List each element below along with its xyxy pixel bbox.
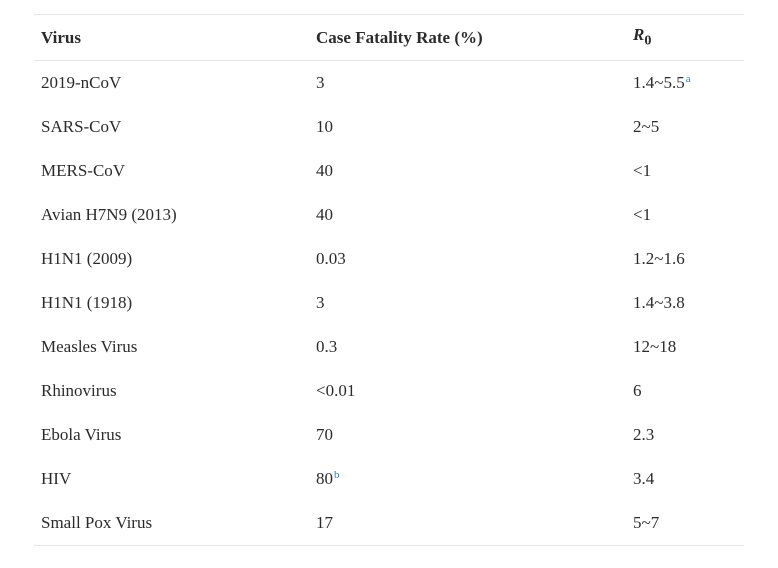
virus-comparison-table: Virus Case Fatality Rate (%) R0 2019-nCo… [34, 14, 744, 546]
cfr-value: 80 [316, 469, 333, 488]
cell-virus: Ebola Virus [41, 425, 122, 444]
cfr-value: 0.03 [316, 249, 346, 268]
table-row: HIV 80b 3.4 [34, 457, 744, 501]
cfr-value: <0.01 [316, 381, 356, 400]
header-row: Virus Case Fatality Rate (%) R0 [34, 14, 744, 61]
r0-value: 2.3 [633, 425, 655, 444]
cell-case-fatality-rate: 3 [309, 61, 626, 106]
table-row: Measles Virus 0.3 12~18 [34, 325, 744, 369]
cell-virus: H1N1 (2009) [41, 249, 133, 268]
table-row: Ebola Virus 70 2.3 [34, 413, 744, 457]
r0-value: 2~5 [633, 117, 660, 136]
cell-case-fatality-rate: 10 [309, 105, 626, 149]
virus-comparison-table-container: Virus Case Fatality Rate (%) R0 2019-nCo… [34, 14, 744, 546]
cell-r0: 6 [626, 369, 744, 413]
r0-value: 1.4~3.8 [633, 293, 685, 312]
r0-value: 3.4 [633, 469, 655, 488]
header-case-fatality-rate: Case Fatality Rate (%) [316, 27, 483, 47]
cell-r0: 1.4~3.8 [626, 281, 744, 325]
cfr-value: 3 [316, 73, 325, 92]
table-row: SARS-CoV 10 2~5 [34, 105, 744, 149]
cfr-value: 3 [316, 293, 325, 312]
cell-case-fatality-rate: 70 [309, 413, 626, 457]
cfr-value: 0.3 [316, 337, 338, 356]
cell-case-fatality-rate: 3 [309, 281, 626, 325]
r0-value: 12~18 [633, 337, 677, 356]
header-r0-subscript: 0 [644, 32, 652, 49]
cell-virus: SARS-CoV [41, 117, 122, 136]
table-row: Small Pox Virus 17 5~7 [34, 501, 744, 546]
table-header: Virus Case Fatality Rate (%) R0 [34, 14, 744, 61]
cell-virus: HIV [41, 469, 72, 488]
table-row: Rhinovirus <0.01 6 [34, 369, 744, 413]
cell-r0: 5~7 [626, 501, 744, 546]
cell-case-fatality-rate: <0.01 [309, 369, 626, 413]
r0-value: <1 [633, 161, 652, 180]
footnote-link[interactable]: b [334, 469, 340, 481]
cell-r0: 2.3 [626, 413, 744, 457]
footnote-link[interactable]: a [685, 73, 691, 85]
cell-virus: Measles Virus [41, 337, 138, 356]
cell-r0: 12~18 [626, 325, 744, 369]
cfr-value: 40 [316, 205, 333, 224]
cell-r0: 3.4 [626, 457, 744, 501]
cell-case-fatality-rate: 17 [309, 501, 626, 546]
table-row: 2019-nCoV 3 1.4~5.5a [34, 61, 744, 106]
cell-case-fatality-rate: 80b [309, 457, 626, 501]
cell-virus: Rhinovirus [41, 381, 117, 400]
table-row: Avian H7N9 (2013) 40 <1 [34, 193, 744, 237]
cfr-value: 10 [316, 117, 333, 136]
r0-value: <1 [633, 205, 652, 224]
cfr-value: 40 [316, 161, 333, 180]
cell-case-fatality-rate: 40 [309, 193, 626, 237]
r0-value: 1.4~5.5 [633, 73, 685, 92]
r0-value: 5~7 [633, 513, 660, 532]
cell-virus: Small Pox Virus [41, 513, 153, 532]
cfr-value: 70 [316, 425, 333, 444]
cell-virus: Avian H7N9 (2013) [41, 205, 177, 224]
r0-value: 1.2~1.6 [633, 249, 685, 268]
table-body: 2019-nCoV 3 1.4~5.5a SARS-CoV 10 2~5 MERS-CoV 4… [34, 61, 744, 546]
r0-value: 6 [633, 381, 642, 400]
cfr-value: 17 [316, 513, 333, 532]
header-virus: Virus [41, 27, 81, 47]
table-row: H1N1 (2009) 0.03 1.2~1.6 [34, 237, 744, 281]
cell-virus: 2019-nCoV [41, 73, 122, 92]
header-r0-main: R [633, 25, 645, 45]
cell-r0: <1 [626, 149, 744, 193]
table-row: H1N1 (1918) 3 1.4~3.8 [34, 281, 744, 325]
cell-case-fatality-rate: 0.03 [309, 237, 626, 281]
cell-case-fatality-rate: 0.3 [309, 325, 626, 369]
cell-r0: 1.4~5.5a [626, 61, 744, 106]
header-r0: R0 [626, 15, 744, 61]
cell-case-fatality-rate: 40 [309, 149, 626, 193]
cell-r0: <1 [626, 193, 744, 237]
cell-virus: MERS-CoV [41, 161, 126, 180]
cell-r0: 2~5 [626, 105, 744, 149]
cell-virus: H1N1 (1918) [41, 293, 133, 312]
table-row: MERS-CoV 40 <1 [34, 149, 744, 193]
cell-r0: 1.2~1.6 [626, 237, 744, 281]
